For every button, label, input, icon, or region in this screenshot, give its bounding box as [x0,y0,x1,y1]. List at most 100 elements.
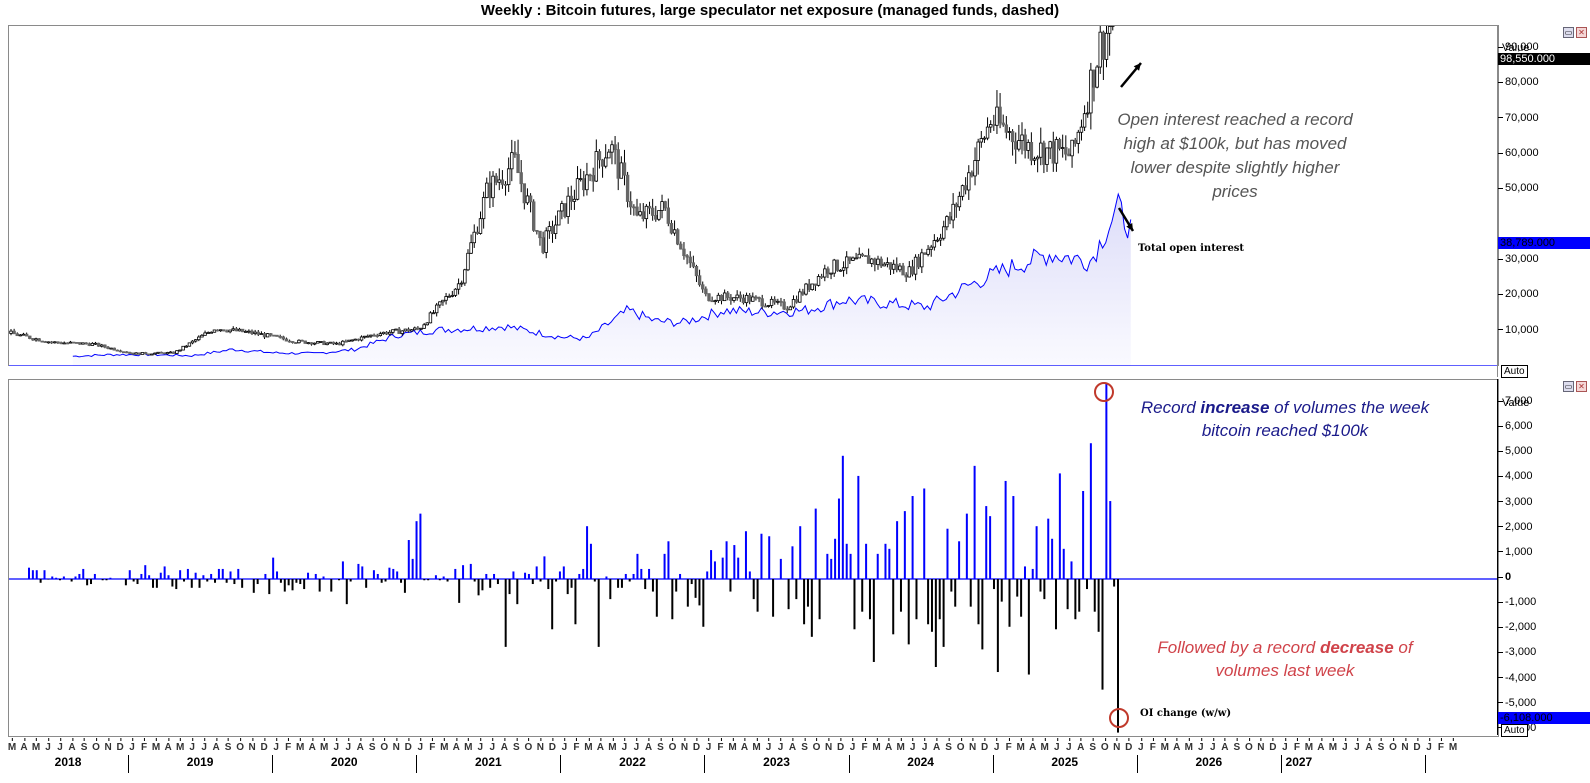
close-pane-icon[interactable]: ✕ [1576,27,1587,38]
month-tick-label: F [1150,742,1156,753]
month-tick-label: F [573,742,579,753]
month-tick-label: J [1210,742,1216,753]
axis-tick-label: -1,000 [1498,596,1536,608]
minimize-pane-icon[interactable]: ▭ [1563,381,1574,392]
month-tick-label: O [669,742,677,753]
annotation-emphasis: increase [1200,398,1269,417]
close-pane-icon[interactable]: ✕ [1576,381,1587,392]
month-tick-label: O [1245,742,1253,753]
pane-window-controls: ▭ ✕ [1563,27,1587,38]
month-tick-label: A [501,742,508,753]
year-label: 2018 [55,755,82,769]
month-tick-label: S [1234,742,1241,753]
month-tick-label: J [478,742,484,753]
month-tick-label: O [92,742,100,753]
month-tick-label: D [116,742,123,753]
month-tick-label: M [440,742,448,753]
axis-tick-label: 90,000 [1498,41,1539,53]
month-tick-label: D [1125,742,1132,753]
month-tick-label: M [1305,742,1313,753]
month-tick-label: M [296,742,304,753]
month-tick-label: J [129,742,135,753]
month-tick-label: O [1389,742,1397,753]
month-tick-label: D [693,742,700,753]
month-tick-label: F [429,742,435,753]
month-tick-label: O [236,742,244,753]
axis-tick-label: -3,000 [1498,646,1536,658]
month-tick-label: J [634,742,640,753]
month-tick-label: F [862,742,868,753]
axis-tick-label: 5,000 [1498,445,1533,457]
month-tick-label: D [1269,742,1276,753]
month-tick-label: M [608,742,616,753]
axis-tick-label: -5,000 [1498,697,1536,709]
month-tick-label: N [969,742,976,753]
year-separator [1281,755,1282,773]
month-tick-label: D [981,742,988,753]
month-tick-label: N [1113,742,1120,753]
month-tick-label: A [1365,742,1372,753]
axis-tick-label: 3,000 [1498,496,1533,508]
axis-tick-label: 20,000 [1498,288,1539,300]
pane-window-controls: ▭ ✕ [1563,381,1587,392]
month-tick-label: J [562,742,568,753]
year-separator [272,755,273,773]
chart-title: Weekly : Bitcoin futures, large speculat… [0,2,1540,19]
month-tick-label: O [524,742,532,753]
month-tick-label: F [717,742,723,753]
open-interest-tag: 38,789.000 [1498,237,1590,249]
auto-scale-button[interactable]: Auto [1501,365,1528,378]
month-tick-label: A [309,742,316,753]
month-tick-label: S [1089,742,1096,753]
year-label: 2026 [1195,755,1222,769]
auto-scale-button[interactable]: Auto [1501,724,1528,737]
record-increase-annotation: Record increase of volumes the week bitc… [1130,396,1440,442]
month-tick-label: M [1329,742,1337,753]
month-tick-label: A [1077,742,1084,753]
month-tick-label: A [68,742,75,753]
axis-tick-label: -2,000 [1498,621,1536,633]
month-tick-label: J [994,742,1000,753]
month-tick-label: M [176,742,184,753]
year-label: 2022 [619,755,646,769]
open-interest-annotation: Open interest reached a record high at $… [1115,108,1355,204]
year-separator [128,755,129,773]
month-tick-label: J [1342,742,1348,753]
month-tick-label: M [872,742,880,753]
month-tick-label: A [645,742,652,753]
month-tick-label: J [910,742,916,753]
axis-tick-label: 10,000 [1498,324,1539,336]
month-tick-label: M [320,742,328,753]
month-tick-label: J [1426,742,1432,753]
axis-tick-label: 80,000 [1498,76,1539,88]
month-tick-label: N [1257,742,1264,753]
year-separator [1425,755,1426,773]
year-label: 2020 [331,755,358,769]
month-tick-label: N [249,742,256,753]
month-tick-label: A [1317,742,1324,753]
month-tick-label: M [8,742,16,753]
month-tick-label: J [1138,742,1144,753]
axis-tick-label: 6,000 [1498,420,1533,432]
month-tick-label: D [837,742,844,753]
year-label: 2025 [1051,755,1078,769]
total-open-interest-label: Total open interest [1138,243,1244,254]
month-tick-label: M [1185,742,1193,753]
month-tick-label: S [225,742,232,753]
month-tick-label: N [825,742,832,753]
month-tick-label: A [789,742,796,753]
month-tick-label: N [681,742,688,753]
month-tick-label: M [32,742,40,753]
month-tick-label: O [380,742,388,753]
month-tick-label: S [81,742,88,753]
month-tick-label: N [104,742,111,753]
minimize-pane-icon[interactable]: ▭ [1563,27,1574,38]
month-tick-label: N [393,742,400,753]
month-tick-label: S [1378,742,1385,753]
month-tick-label: A [597,742,604,753]
month-tick-label: J [706,742,712,753]
month-tick-label: A [164,742,171,753]
